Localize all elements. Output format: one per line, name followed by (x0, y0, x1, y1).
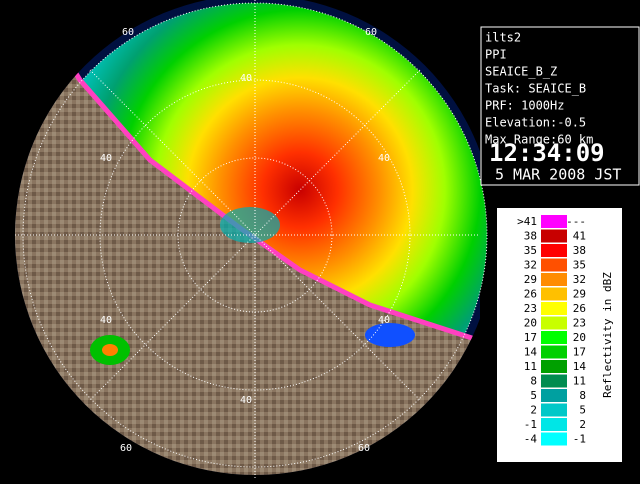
date: 5 MAR 2008 JST (495, 166, 621, 184)
info-line: SEAICE_B_Z (485, 65, 557, 79)
legend-lower: 35 (524, 244, 537, 257)
range-label: 40 (378, 153, 390, 164)
legend-lower: 26 (524, 288, 537, 301)
legend-lower: 17 (524, 331, 537, 344)
legend-swatch (541, 389, 567, 402)
legend-upper: 26 (573, 302, 586, 315)
legend-upper: --- (566, 215, 586, 228)
info-line: ilts2 (485, 31, 521, 45)
info-line: Elevation:-0.5 (485, 116, 586, 130)
legend-swatch (541, 331, 567, 344)
legend-upper: 14 (573, 360, 587, 373)
legend-lower: 8 (530, 375, 537, 388)
legend-swatch (541, 273, 567, 286)
legend-swatch (541, 360, 567, 373)
info-line: PRF: 1000Hz (485, 99, 564, 113)
legend-lower: -1 (524, 418, 537, 431)
legend-lower: 29 (524, 273, 537, 286)
range-label: 40 (240, 395, 252, 406)
legend-title: Reflectivity in dBZ (601, 272, 614, 398)
legend-upper: 5 (579, 404, 586, 417)
legend-swatch (541, 374, 567, 388)
range-label: 60 (365, 27, 377, 38)
legend-upper: 35 (573, 259, 586, 272)
legend-swatch (541, 316, 567, 330)
radar-image (15, 0, 487, 475)
range-label: 60 (120, 443, 132, 454)
range-label: 40 (100, 153, 112, 164)
legend-swatch (541, 244, 567, 257)
legend-lower: 2 (530, 404, 537, 417)
legend-swatch (541, 432, 567, 446)
legend-upper: 2 (579, 418, 586, 431)
legend-upper: 29 (573, 288, 586, 301)
legend-upper: -1 (573, 433, 586, 446)
range-label: 40 (378, 315, 390, 326)
legend-upper: 23 (573, 317, 586, 330)
info-line: Max Range:60 km (485, 133, 593, 147)
legend-swatch (541, 229, 567, 243)
range-label: 60 (358, 443, 370, 454)
legend-upper: 38 (573, 244, 586, 257)
range-label: 40 (100, 315, 112, 326)
legend-lower: -4 (524, 433, 538, 446)
legend-upper: 32 (573, 273, 586, 286)
info-text: ilts2 PPI SEAICE_B_Z Task: SEAICE_B PRF: 100… (485, 31, 593, 147)
info-panel (480, 26, 640, 186)
range-rings (15, 0, 488, 480)
time: 12:34:09 (489, 139, 605, 167)
range-label: 40 (240, 73, 252, 84)
legend-swatch (541, 258, 567, 272)
legend-swatch (541, 418, 567, 431)
legend-swatch (541, 302, 567, 315)
legend-upper: 20 (573, 331, 586, 344)
legend-upper: 8 (579, 389, 586, 402)
legend-lower: 32 (524, 259, 537, 272)
legend-lower: 5 (530, 389, 537, 402)
legend-swatch (541, 403, 567, 417)
legend-lower: 11 (524, 360, 537, 373)
legend-lower: 38 (524, 230, 537, 243)
legend-upper: 11 (573, 375, 586, 388)
info-line: Task: SEAICE_B (485, 82, 586, 96)
legend-upper: 17 (573, 346, 586, 359)
range-label: 60 (122, 27, 134, 38)
info-line: PPI (485, 48, 507, 62)
legend-lower: 14 (524, 346, 538, 359)
legend-lower: 23 (524, 302, 537, 315)
legend-swatch (541, 287, 567, 301)
legend-lower: >41 (517, 215, 537, 228)
legend-swatch (541, 215, 567, 228)
range-labels: 60 60 40 40 40 40 40 40 60 60 (100, 27, 390, 454)
legend-upper: 41 (573, 230, 586, 243)
legend-swatch (541, 345, 567, 359)
legend-lower: 20 (524, 317, 537, 330)
